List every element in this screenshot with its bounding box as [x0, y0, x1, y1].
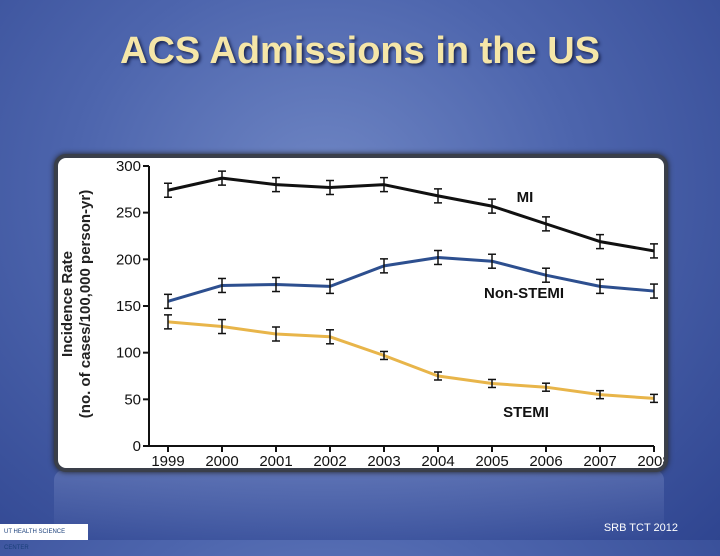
- series-label: MI: [517, 189, 534, 206]
- data-point: [272, 326, 280, 342]
- data-point: [164, 182, 172, 199]
- data-point: [650, 283, 658, 299]
- data-point: [650, 243, 658, 259]
- y-axis-label-line1: Incidence Rate: [59, 251, 76, 357]
- data-point: [488, 198, 496, 214]
- y-axis-label-line2: (no. of cases/100,000 person-yr): [77, 190, 94, 418]
- data-point: [272, 276, 280, 293]
- data-point: [542, 216, 550, 232]
- slide-title: ACS Admissions in the US: [120, 30, 600, 72]
- data-point: [218, 318, 226, 335]
- x-tick-label: 2001: [259, 453, 292, 468]
- data-point: [542, 382, 550, 392]
- y-tick-label: 0: [133, 438, 141, 455]
- x-tick-label: 2002: [313, 453, 346, 468]
- x-tick-label: 2004: [421, 453, 454, 468]
- data-point: [596, 233, 604, 250]
- data-point: [380, 350, 388, 361]
- x-tick-label: 2003: [367, 453, 400, 468]
- university-logo: UT HEALTH SCIENCE CENTER: [0, 524, 88, 551]
- x-tick-label: 2000: [205, 453, 238, 468]
- series-label: Non-STEMI: [484, 285, 564, 302]
- data-point: [434, 371, 442, 381]
- y-tick-label: 50: [124, 391, 141, 408]
- series-line-mi: [167, 176, 655, 253]
- data-point: [542, 267, 550, 283]
- data-point: [218, 277, 226, 294]
- series-line-stemi: [167, 320, 655, 400]
- data-point: [488, 253, 496, 269]
- footer-text: SRB TCT 2012: [603, 522, 678, 534]
- data-point: [164, 314, 172, 330]
- y-tick-label: 300: [116, 158, 141, 175]
- series-line-non-stemi: [167, 255, 655, 303]
- data-point: [488, 378, 496, 389]
- data-point: [326, 329, 334, 345]
- y-tick-label: 150: [116, 298, 141, 315]
- data-point: [164, 293, 172, 310]
- x-tick-label: 2005: [475, 453, 508, 468]
- y-tick-label: 100: [116, 345, 141, 362]
- data-point: [326, 278, 334, 295]
- chart-reflection: [54, 470, 664, 540]
- x-tick-label: 2007: [583, 453, 616, 468]
- data-point: [596, 278, 604, 295]
- y-tick-label: 250: [116, 205, 141, 222]
- data-point: [434, 188, 442, 204]
- x-tick-label: 2006: [529, 453, 562, 468]
- x-tick-label: 1999: [151, 453, 184, 468]
- data-point: [326, 179, 334, 196]
- chart-card: Incidence Rate (no. of cases/100,000 per…: [54, 154, 668, 472]
- data-point: [380, 258, 388, 274]
- data-point: [434, 249, 442, 266]
- y-tick-label: 200: [116, 251, 141, 268]
- x-tick-label: 2008: [637, 453, 664, 468]
- data-point: [218, 170, 226, 186]
- data-point: [596, 389, 604, 400]
- data-point: [380, 176, 388, 193]
- data-point: [650, 393, 658, 404]
- series-label: STEMI: [503, 404, 549, 421]
- line-chart: Incidence Rate (no. of cases/100,000 per…: [59, 158, 664, 468]
- data-point: [272, 176, 280, 193]
